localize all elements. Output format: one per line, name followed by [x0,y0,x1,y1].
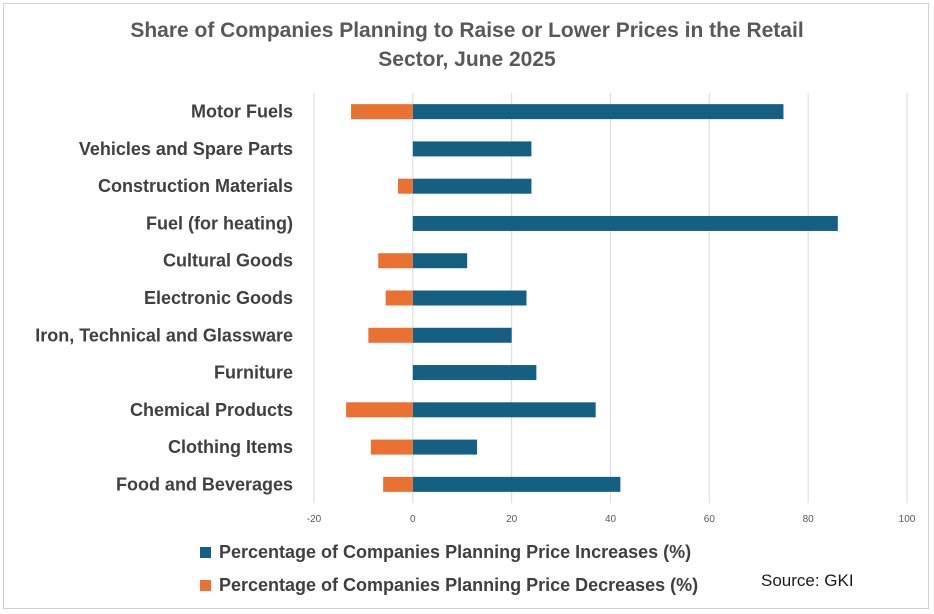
bar-increase [412,402,596,418]
x-tick-label: -20 [307,514,322,525]
chart-frame [3,3,929,609]
bar-increase [412,178,532,194]
chart-title-line-1: Share of Companies Planning to Raise or … [130,19,804,42]
chart-title: Share of Companies Planning to Raise or … [0,16,934,74]
bar-decrease [398,178,413,194]
bar-decrease [368,327,413,343]
category-label: Furniture [214,363,293,383]
category-label: Vehicles and Spare Parts [79,139,293,159]
category-label: Chemical Products [130,400,293,420]
bar-increase [412,253,468,269]
bar-decrease [383,476,413,492]
x-tick-label: 100 [899,514,916,525]
bar-increase [412,365,537,381]
bar-increase [412,215,838,231]
bar-decrease [351,104,413,120]
bar-decrease [346,402,413,418]
x-tick-label: 0 [410,514,416,525]
chart-legend: Percentage of Companies Planning Price I… [200,538,698,604]
legend-label-decreases: Percentage of Companies Planning Price D… [219,574,699,595]
bar-decrease [385,290,413,306]
legend-item-decreases: Percentage of Companies Planning Price D… [200,571,698,599]
category-label: Clothing Items [168,437,293,457]
source-note: Source: GKI [761,571,854,590]
legend-swatch-increases [200,546,211,558]
bar-increase [412,141,532,157]
category-label: Electronic Goods [144,288,293,308]
bar-increase [412,327,512,343]
bar-increase [412,104,784,120]
x-tick-label: 60 [704,514,716,525]
category-label: Motor Fuels [191,102,293,122]
legend-label-increases: Percentage of Companies Planning Price I… [219,541,692,562]
category-label: Iron, Technical and Glassware [35,325,293,345]
x-tick-label: 40 [605,514,617,525]
category-label: Cultural Goods [163,251,293,271]
x-tick-label: 80 [803,514,815,525]
category-label: Construction Materials [98,176,293,196]
bar-increase [412,476,621,492]
category-label: Fuel (for heating) [146,213,293,233]
bar-decrease [378,253,413,269]
category-label: Food and Beverages [116,474,293,494]
bar-increase [412,439,478,455]
legend-swatch-decreases [200,579,211,591]
bar-increase [412,290,527,306]
bar-decrease [370,439,413,455]
chart-title-line-2: Sector, June 2025 [378,48,556,71]
x-tick-label: 20 [506,514,518,525]
legend-item-increases: Percentage of Companies Planning Price I… [200,538,698,566]
